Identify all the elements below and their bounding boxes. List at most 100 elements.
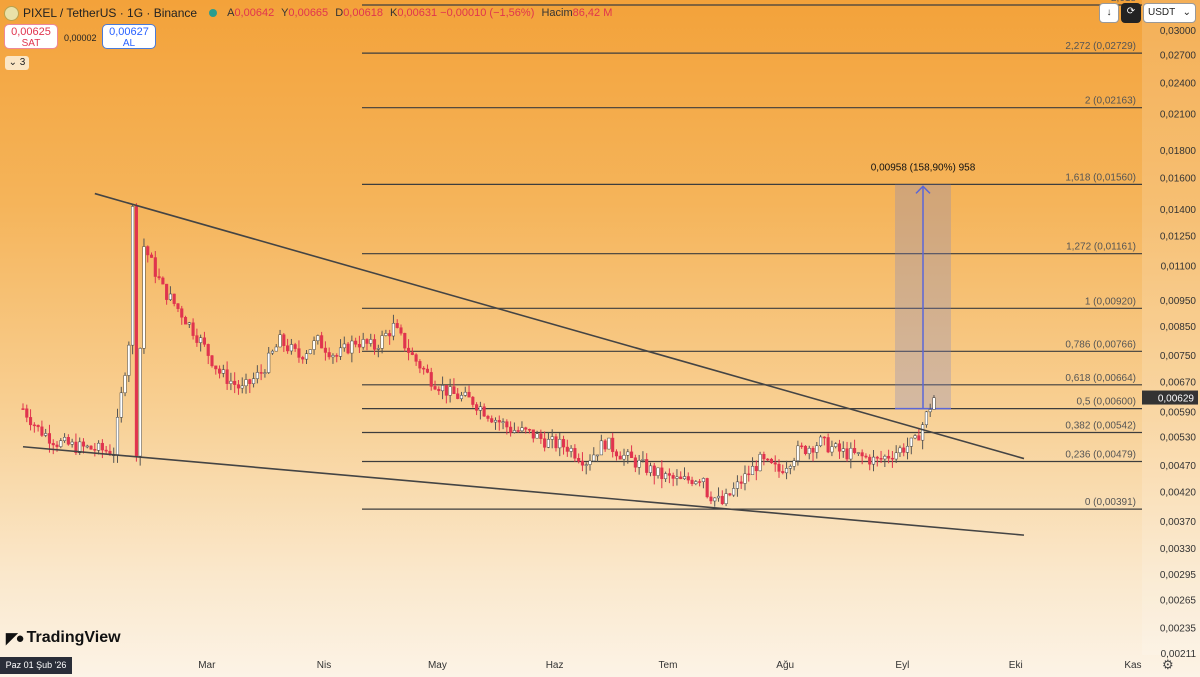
candle-body [743, 473, 747, 484]
candle-body [206, 344, 210, 356]
candle-body [800, 445, 804, 448]
crosshair-date: Paz 01 Şub '26 [0, 657, 72, 674]
candle-body [671, 475, 675, 479]
settings-gear-icon[interactable]: ⚙ [1162, 657, 1174, 672]
y-tick-label: 0,00590 [1160, 408, 1197, 419]
candle-body [433, 386, 437, 390]
fib-level-label: 2,272 (0,02729) [1065, 41, 1136, 52]
symbol-title[interactable]: PIXEL / TetherUS · 1G · Binance [23, 6, 198, 20]
candle-body [803, 445, 808, 454]
download-button[interactable]: ↓ [1099, 3, 1119, 23]
y-tick-label: 0,01600 [1160, 173, 1197, 184]
candle-body [161, 277, 165, 285]
candle-body [811, 447, 815, 453]
candle-body [66, 437, 70, 445]
candle-body [248, 379, 252, 384]
close-value: 0,00631 −0,00010 (−1,56%) [397, 7, 535, 19]
indicators-collapse-button[interactable]: ⌄ 3 [5, 56, 29, 70]
candle-body [482, 406, 486, 417]
currency-select[interactable]: USDT ⌄ [1143, 3, 1196, 23]
candle-body [875, 456, 879, 459]
candle-body [584, 464, 588, 466]
candle-body [667, 473, 671, 476]
candle-body [887, 455, 891, 459]
candle-body [70, 441, 74, 445]
candle-body [384, 333, 388, 336]
candle-body [456, 393, 460, 399]
brand-name: TradingView [26, 629, 121, 646]
candle-body [777, 463, 781, 472]
candle-body [682, 476, 687, 480]
candle-body [773, 462, 777, 465]
candle-body [807, 447, 811, 454]
candle-body [286, 345, 290, 352]
sync-icon: ⟳ [1126, 6, 1136, 17]
currency-value: USDT [1148, 7, 1176, 18]
sell-button[interactable]: 0,00625 SAT [4, 24, 58, 49]
candle-body [611, 437, 615, 452]
candle-body [365, 339, 369, 344]
candle-body [675, 476, 679, 479]
candle-body [490, 418, 494, 423]
x-tick-label: Tem [659, 660, 678, 671]
buy-button[interactable]: 0,00627 AL [102, 24, 156, 49]
low-label: D [335, 7, 344, 19]
candle-body [475, 404, 479, 411]
candle-body [713, 497, 717, 502]
candle-body [822, 436, 826, 439]
candle-body [100, 442, 104, 451]
y-tick-label: 0,00370 [1160, 517, 1197, 528]
candle-body [467, 391, 471, 398]
candle-body [561, 439, 566, 448]
candle-body [157, 276, 161, 279]
candle-body [323, 347, 327, 353]
candle-body [312, 340, 316, 350]
candle-body [573, 448, 577, 459]
candle-body [153, 257, 157, 277]
candle-body [694, 481, 698, 485]
candle-body [448, 386, 452, 396]
candle-body [36, 424, 40, 428]
fib-level-label: 1,618 (0,01560) [1065, 172, 1136, 183]
trendline [22, 445, 1025, 536]
candle-body [871, 456, 876, 465]
candle-body [25, 408, 29, 418]
candle-body [505, 421, 509, 428]
candle-body [883, 455, 887, 460]
candle-body [85, 445, 89, 448]
candle-body [860, 452, 864, 457]
y-tick-label: 0,01250 [1160, 231, 1197, 242]
candle-body [308, 349, 312, 354]
candle-body [580, 460, 584, 466]
candle-body [252, 378, 256, 384]
tradingview-logo[interactable]: ◤● TradingView [6, 629, 121, 647]
candle-body [210, 355, 214, 367]
sync-button[interactable]: ⟳ [1121, 3, 1141, 23]
y-tick-label: 0,00330 [1160, 544, 1197, 555]
market-status-icon [209, 9, 218, 17]
candle-body [569, 448, 573, 452]
fib-level-label: 0 (0,00391) [1085, 497, 1136, 508]
candle-body [452, 386, 456, 394]
indicator-count: 3 [19, 57, 26, 68]
y-tick-label: 0,00530 [1160, 433, 1197, 444]
candle-body [739, 481, 743, 484]
ohlc-readout: A0,00642 Y0,00665 D0,00618 K0,00631 −0,0… [227, 7, 616, 19]
candle-body [395, 323, 399, 328]
candle-body [437, 388, 441, 392]
candle-body [796, 445, 800, 461]
volume-value: 86,42 M [572, 7, 613, 19]
candle-body [127, 344, 131, 376]
candle-body [664, 473, 668, 480]
sell-label: SAT [21, 38, 41, 49]
candle-body [282, 334, 286, 346]
candle-body [754, 466, 758, 472]
candle-body [289, 344, 293, 352]
candle-body [509, 426, 513, 433]
candle-body [183, 317, 188, 325]
candle-body [890, 457, 894, 460]
candle-body [388, 333, 392, 337]
candle-body [614, 451, 619, 457]
candle-body [93, 449, 97, 451]
